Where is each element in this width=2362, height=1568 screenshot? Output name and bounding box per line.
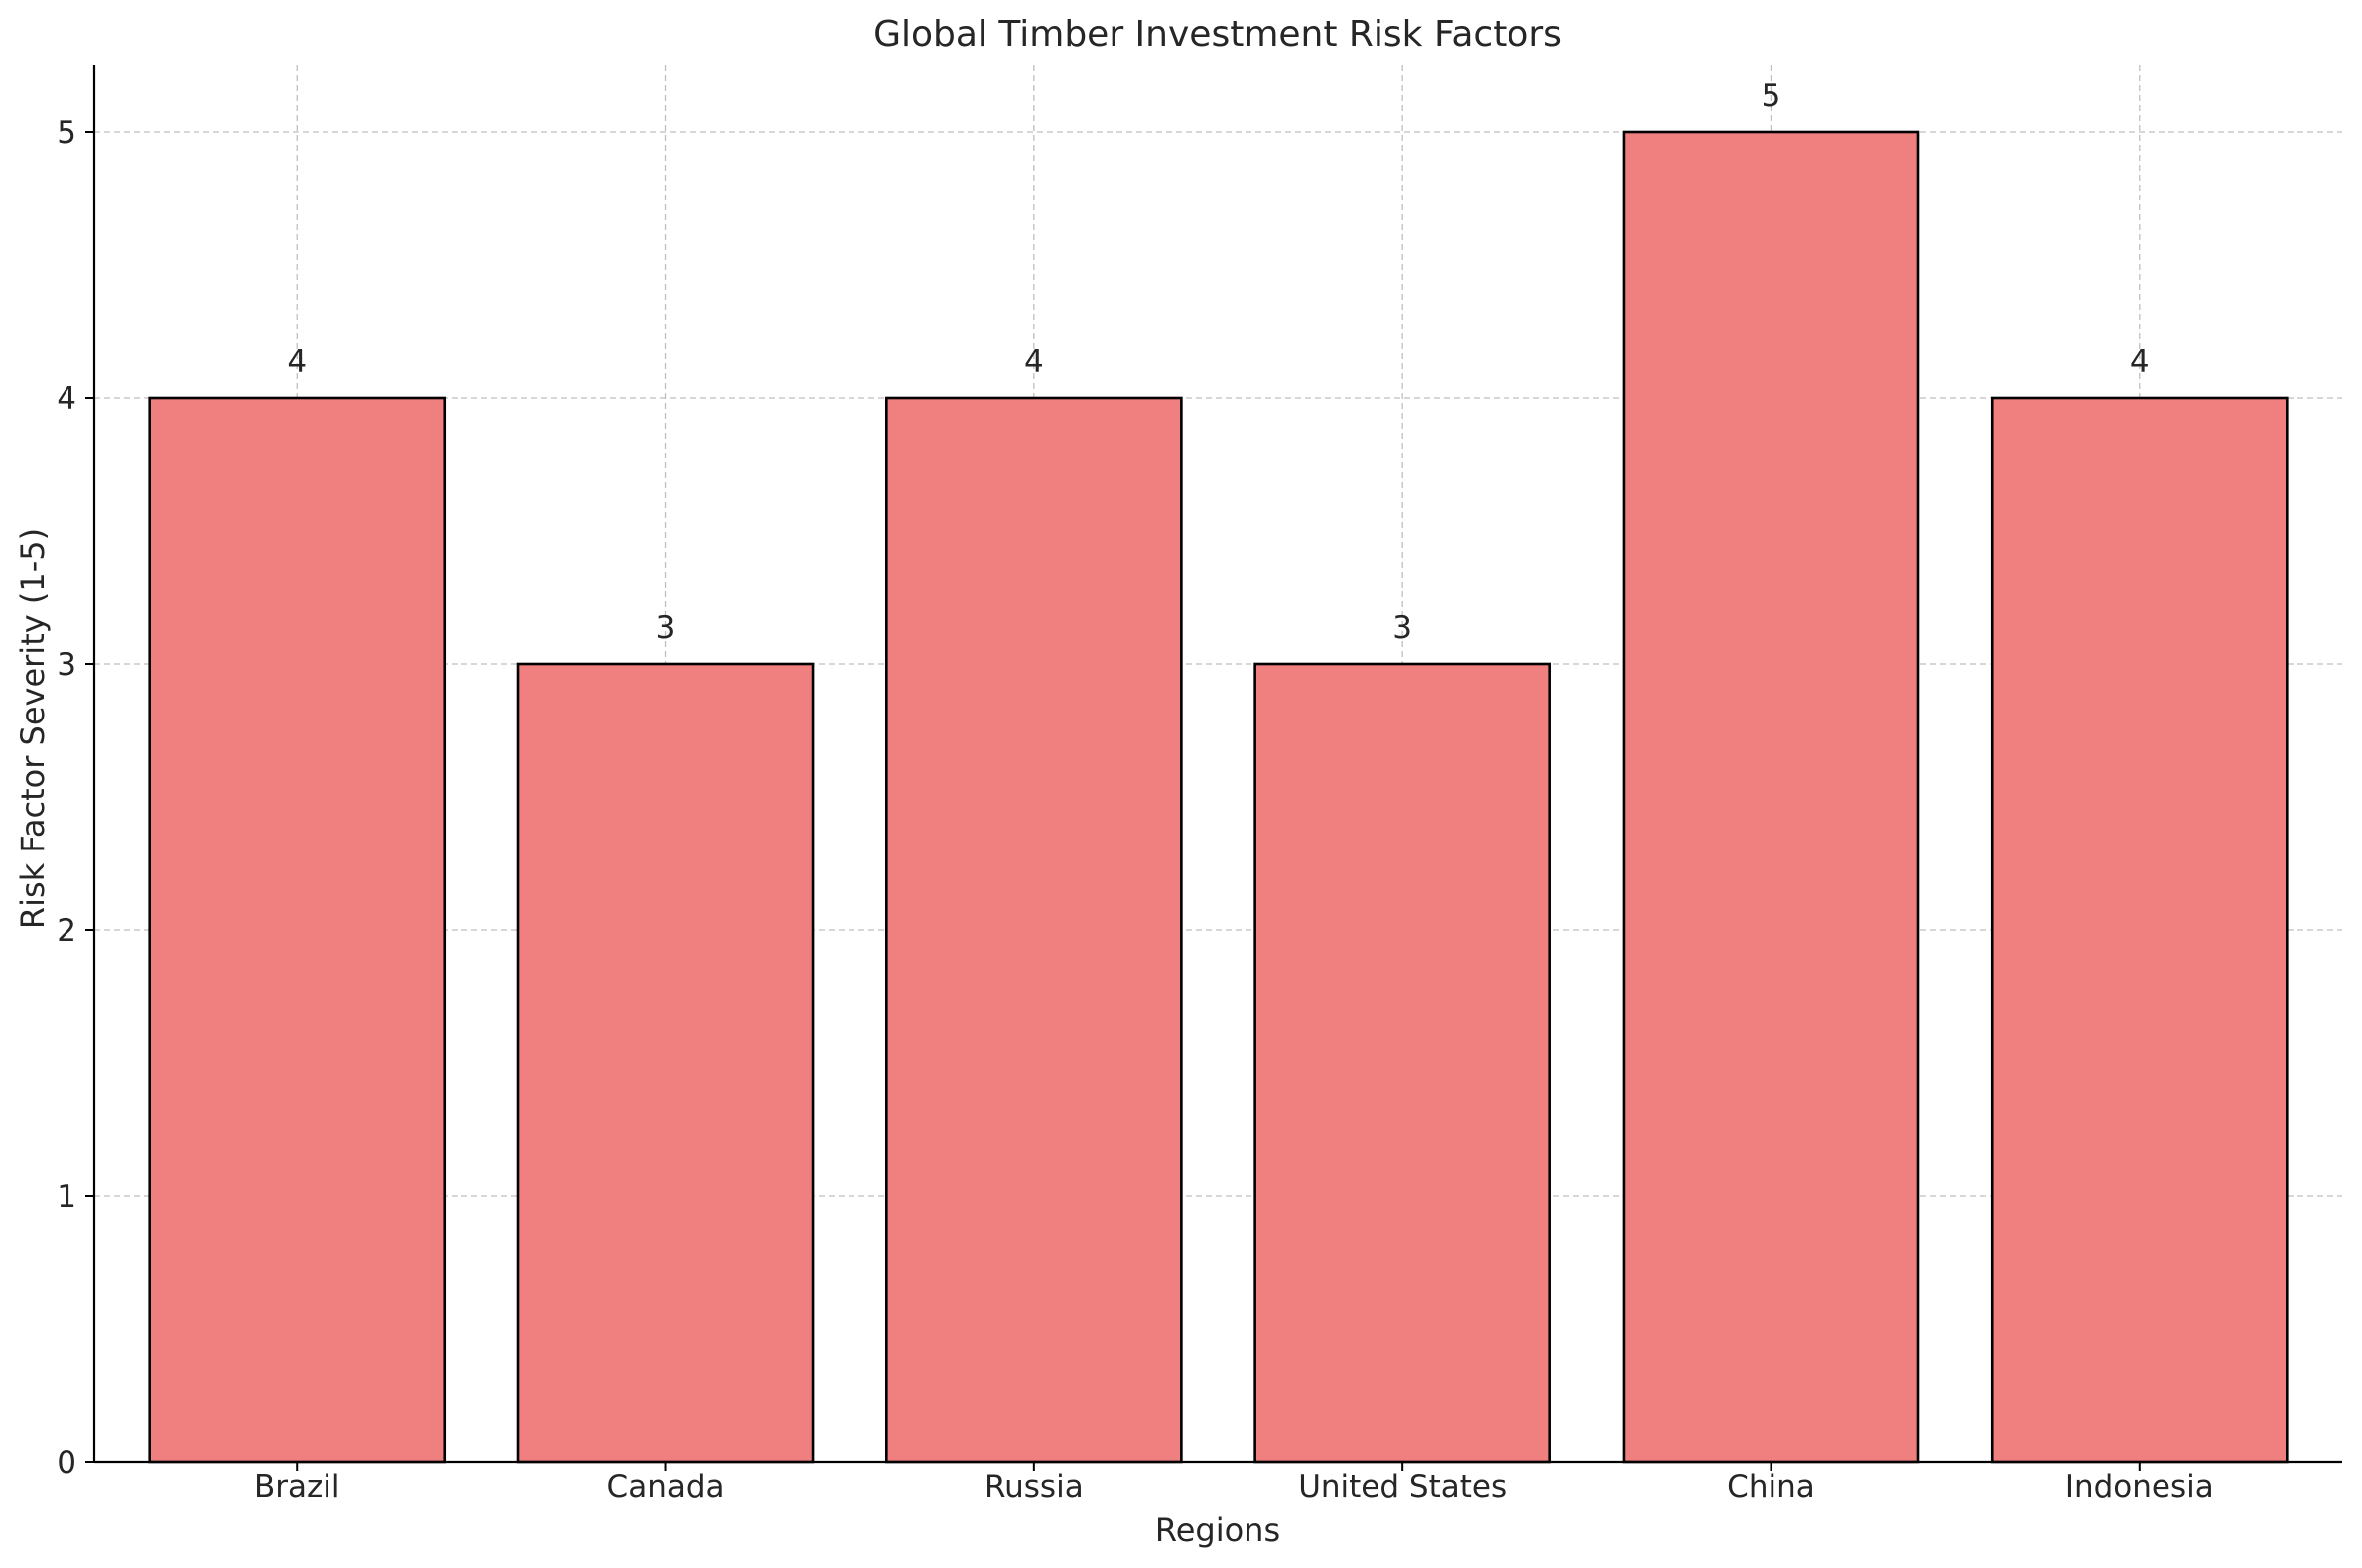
data-labels: 4 3 4 3 5 4: [287, 78, 2149, 646]
x-tick-label: Brazil: [254, 1469, 340, 1504]
bar-russia: [885, 396, 1183, 1464]
x-tick-label: China: [1727, 1469, 1815, 1504]
y-tick-label: 2: [57, 913, 76, 949]
bar-china: [1622, 130, 1920, 1464]
data-label: 3: [1392, 610, 1412, 646]
data-label: 3: [656, 610, 676, 646]
bar-brazil: [148, 396, 447, 1464]
chart-title: Global Timber Investment Risk Factors: [873, 14, 1562, 55]
bar-canada: [516, 662, 815, 1464]
x-tick-label: Indonesia: [2065, 1469, 2214, 1504]
y-tick-label: 3: [57, 647, 76, 683]
data-label: 5: [1762, 78, 1781, 114]
x-tick-label: Canada: [607, 1469, 724, 1504]
x-axis-title: Regions: [1155, 1511, 1280, 1549]
y-tick-label: 0: [57, 1445, 76, 1481]
data-label: 4: [1024, 344, 1044, 380]
bar-indonesia: [1990, 396, 2289, 1464]
axes: 0 1 2 3 4 5 Brazil Canada Russia United States Chi…: [57, 65, 2342, 1504]
data-label: 4: [2130, 344, 2150, 380]
bars: [148, 130, 2289, 1464]
y-tick-label: 1: [57, 1179, 76, 1215]
y-tick-label: 4: [57, 381, 76, 417]
y-axis-title: Risk Factor Severity (1-5): [14, 528, 52, 929]
x-tick-label: United States: [1298, 1469, 1507, 1504]
y-tick-label: 5: [57, 115, 76, 151]
bar-united-states: [1253, 662, 1551, 1464]
x-tick-label: Russia: [984, 1469, 1084, 1504]
data-label: 4: [287, 344, 307, 380]
